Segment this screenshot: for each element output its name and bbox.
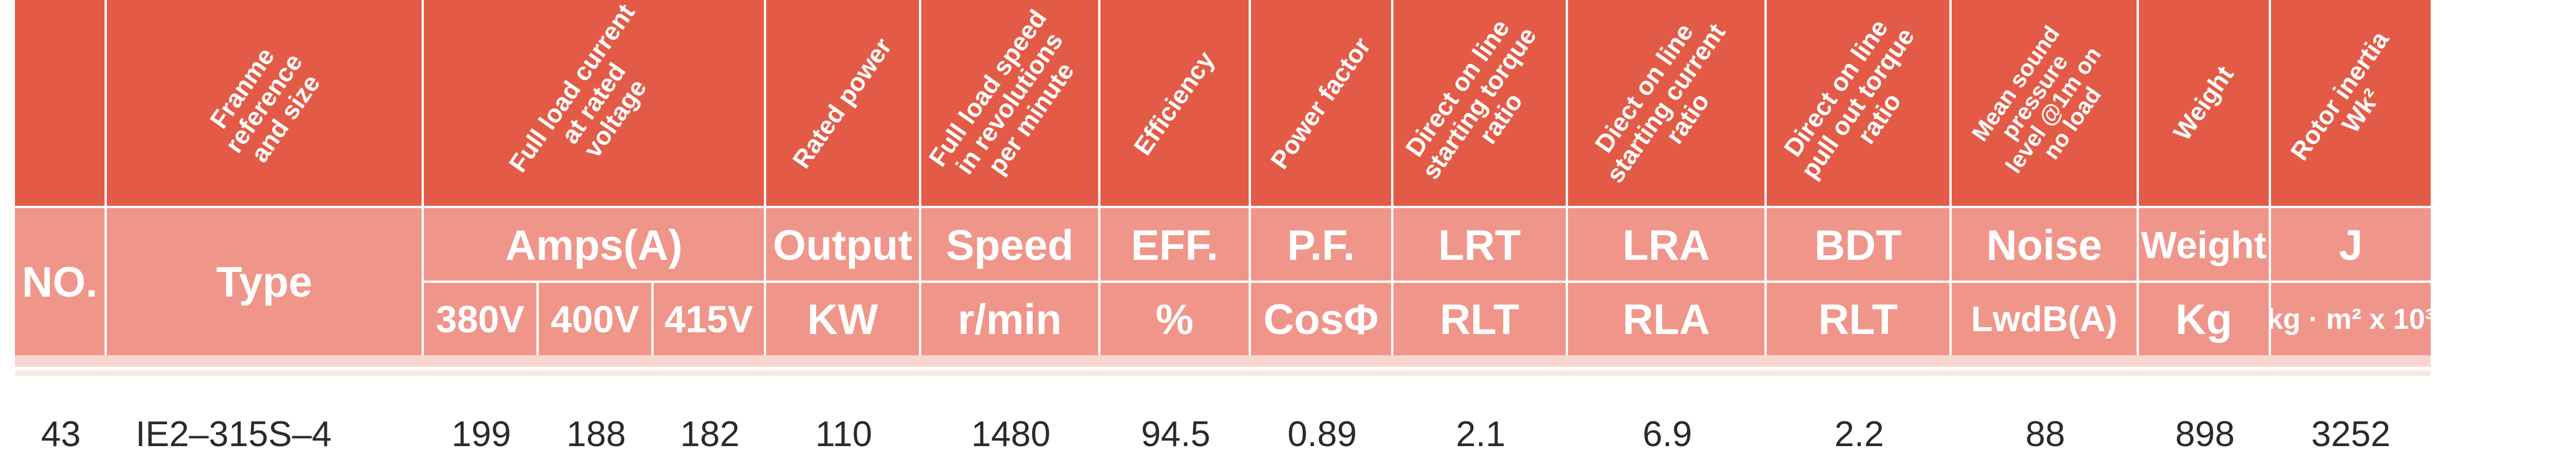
header-rmin-cell: r/min (921, 283, 1100, 355)
cell-speed: 1480 (971, 414, 1051, 454)
header-weight-label: Weight (2141, 224, 2267, 266)
header-bdt-unit: RLT (1818, 295, 1898, 343)
header-lrt-unit: RLT (1439, 295, 1520, 343)
header-sound-pressure-text: Mean sound pressure level @1m on no load (1967, 21, 2107, 178)
header-output-cell: Output (766, 208, 921, 282)
header-power-factor-text: Power factor (1265, 32, 1377, 174)
header-pf: P.F. (1287, 221, 1355, 269)
header-400v-cell: 400V (539, 283, 654, 355)
header-380v: 380V (435, 298, 525, 340)
header-full-load-current-text: Full load current at rated voltage (503, 0, 652, 178)
header-pull-out-torque: Direct on line pull out torque ratio (1767, 0, 1952, 207)
cell-type: IE2–315S–4 (136, 414, 332, 454)
cell-weight: 898 (2175, 414, 2235, 454)
header-full-load-speed: Full load speed in revolutions per minut… (921, 0, 1100, 207)
header-frame-reference-text: Franme reference and size (204, 43, 326, 168)
header-j: J (2339, 221, 2363, 269)
header-rmin: r/min (957, 295, 1062, 343)
header-no-cell: NO. (15, 208, 107, 355)
cell-amps-380v: 199 (451, 414, 511, 454)
header-kw: KW (807, 295, 878, 343)
header-j-cell: J (2271, 208, 2431, 282)
header-percent-cell: % (1100, 283, 1251, 355)
cell-power-factor: 0.89 (1287, 414, 1357, 454)
header-noise-cell: Noise (1952, 208, 2139, 282)
header-type-cell: Type (107, 208, 424, 355)
header-j-unit: kg · m² x 10³ (2271, 303, 2431, 335)
header-cosphi-cell: CosΦ (1251, 283, 1393, 355)
header-starting-torque-text: Direct on line starting torque ratio (1400, 14, 1542, 185)
row-top-band (15, 370, 2431, 376)
header-rated-power: Rated power (766, 0, 921, 207)
header-output: Output (773, 221, 913, 269)
header-frame-reference: Franme reference and size (107, 0, 424, 207)
header-starting-torque: Direct on line starting torque ratio (1393, 0, 1568, 207)
header-divider-middle (424, 281, 2431, 283)
header-415v-cell: 415V (654, 283, 766, 355)
header-rated-power-text: Rated power (787, 33, 898, 174)
header-lra-cell: LRA (1568, 208, 1767, 282)
header-j-unit-cell: kg · m² x 10³ (2271, 283, 2431, 355)
header-lra: LRA (1622, 221, 1710, 269)
cell-efficiency: 94.5 (1141, 414, 1211, 454)
cell-no: 43 (41, 414, 81, 454)
header-rotor-inertia: Rotor inertia Wk² (2271, 0, 2431, 207)
header-380v-cell: 380V (424, 283, 539, 355)
header-cosphi: CosΦ (1263, 295, 1379, 343)
header-kw-cell: KW (766, 283, 921, 355)
cell-lrt: 2.1 (1455, 414, 1506, 454)
header-divider-top (15, 206, 2431, 208)
header-weight: Weight (2139, 0, 2271, 207)
cell-noise: 88 (2025, 414, 2065, 454)
header-lrt: LRT (1438, 221, 1521, 269)
header-kg: Kg (2175, 295, 2233, 343)
header-rotor-inertia-text: Rotor inertia Wk² (2285, 26, 2395, 166)
header-pf-cell: P.F. (1251, 208, 1393, 282)
header-amps: Amps(A) (505, 221, 683, 269)
header-415v: 415V (664, 298, 754, 340)
header-speed: Speed (945, 221, 1074, 269)
header-lwdb-cell: LwdB(A) (1952, 283, 2139, 355)
header-amps-cell: Amps(A) (424, 208, 766, 282)
header-bottom-band (15, 355, 2431, 367)
cell-amps-400v: 188 (566, 414, 626, 454)
cell-output-kw: 110 (815, 414, 872, 454)
header-no: NO. (22, 258, 98, 306)
header-pull-out-torque-text: Direct on line pull out torque ratio (1778, 14, 1920, 184)
header-eff: EFF. (1130, 221, 1219, 269)
header-lwdb: LwdB(A) (1971, 299, 2118, 339)
header-type: Type (216, 258, 312, 306)
header-weight-label-cell: Weight (2139, 208, 2271, 282)
header-weight-text: Weight (2168, 60, 2239, 146)
header-blank-no (15, 0, 107, 207)
header-bdt-cell: BDT (1767, 208, 1952, 282)
header-starting-current-text: Diect on line starting current ratio (1589, 18, 1731, 188)
cell-amps-415v: 182 (680, 414, 740, 454)
header-full-load-current: Full load current at rated voltage (424, 0, 766, 207)
header-bdt: BDT (1814, 221, 1902, 269)
header-speed-cell: Speed (921, 208, 1100, 282)
header-lrt-unit-cell: RLT (1393, 283, 1568, 355)
cell-bdt: 2.2 (1834, 414, 1884, 454)
header-percent: % (1156, 295, 1194, 343)
header-noise: Noise (1986, 221, 2102, 269)
header-full-load-speed-text: Full load speed in revolutions per minut… (923, 5, 1080, 180)
cell-inertia-j: 3252 (2311, 414, 2390, 454)
header-power-factor: Power factor (1251, 0, 1393, 207)
header-kg-cell: Kg (2139, 283, 2271, 355)
header-starting-current: Diect on line starting current ratio (1568, 0, 1767, 207)
header-efficiency: Efficiency (1100, 0, 1251, 207)
header-400v: 400V (550, 298, 640, 340)
motor-spec-table: Franme reference and size Full load curr… (15, 0, 2431, 476)
cell-lra: 6.9 (1642, 414, 1693, 454)
header-efficiency-text: Efficiency (1128, 46, 1221, 160)
header-bdt-unit-cell: RLT (1767, 283, 1952, 355)
header-eff-cell: EFF. (1100, 208, 1251, 282)
header-lra-unit-cell: RLA (1568, 283, 1767, 355)
header-lrt-cell: LRT (1393, 208, 1568, 282)
header-lra-unit: RLA (1622, 295, 1710, 343)
header-sound-pressure: Mean sound pressure level @1m on no load (1952, 0, 2139, 207)
